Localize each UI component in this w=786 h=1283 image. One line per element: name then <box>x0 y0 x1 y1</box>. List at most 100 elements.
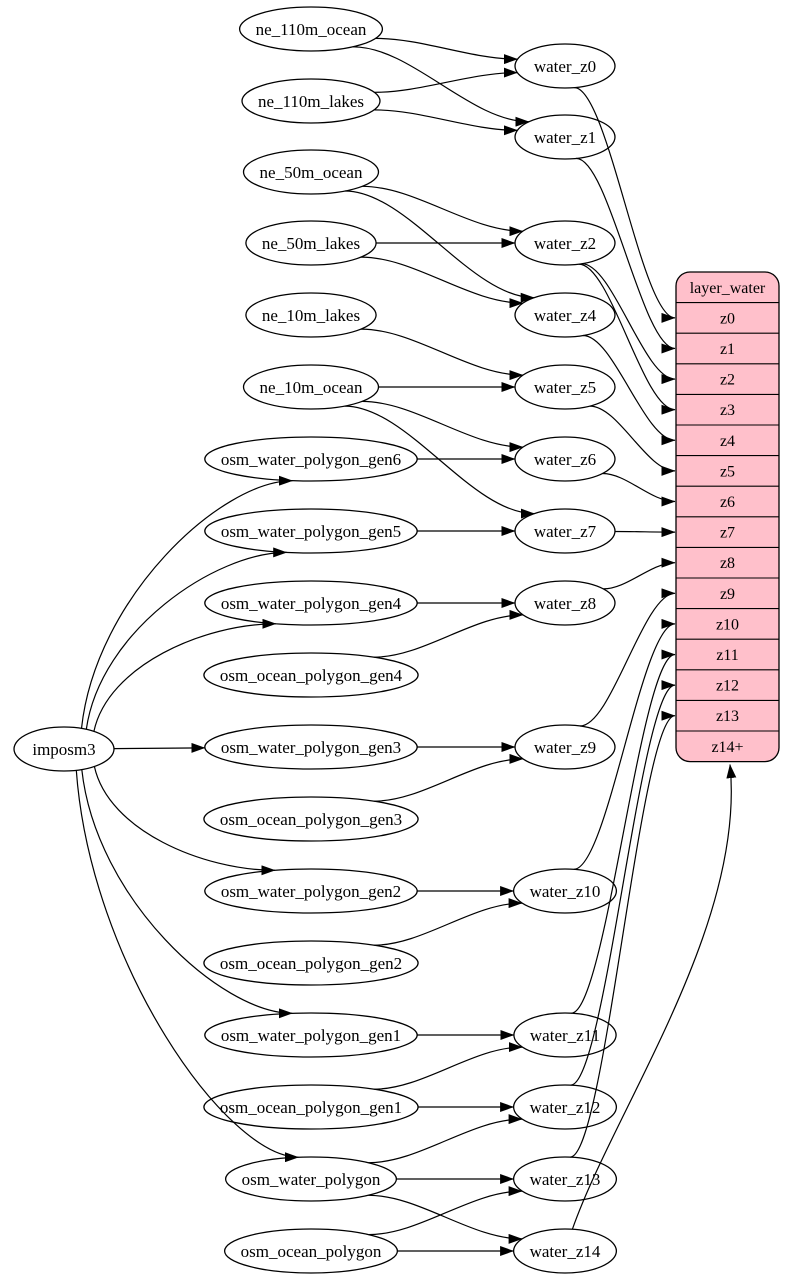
record-row-z9: z9 <box>720 586 735 603</box>
edge-water_z5-to-z5 <box>589 405 676 476</box>
node-osm_water_polygon_gen5: osm_water_polygon_gen5 <box>204 508 418 554</box>
source-table-node-label: osm_water_polygon_gen3 <box>221 738 401 757</box>
edge-water_z12-to-z12 <box>570 680 676 1086</box>
edge-imposm3-to-osm_water_polygon_gen5 <box>85 547 288 730</box>
water-zoom-node-label: water_z2 <box>534 234 596 253</box>
source-table-node-label: osm_water_polygon_gen5 <box>221 522 401 541</box>
edge-ne_110m_ocean-to-water_z1 <box>352 46 530 127</box>
node-water_z6: water_z6 <box>514 436 616 482</box>
node-water_z7: water_z7 <box>514 508 616 554</box>
record-row-z8: z8 <box>720 555 735 572</box>
record-row-z2: z2 <box>720 372 735 389</box>
source-table-node-label: osm_ocean_polygon <box>241 1242 382 1261</box>
water-zoom-node-label: water_z11 <box>530 1026 600 1045</box>
record-row-z4: z4 <box>720 433 735 450</box>
edge-water_z11-to-z11 <box>571 649 676 1014</box>
node-osm_water_polygon_gen2: osm_water_polygon_gen2 <box>204 868 418 914</box>
edge-water_z1-to-z1 <box>576 157 676 354</box>
edge-water_z10-to-z10 <box>573 618 676 870</box>
source-table-node-shape <box>203 796 419 842</box>
source-table-node-shape <box>203 940 419 986</box>
node-water_z13: water_z13 <box>512 1156 618 1202</box>
record-row-z7: z7 <box>720 525 735 542</box>
node-ne_110m_lakes: ne_110m_lakes <box>241 78 381 124</box>
node-osm_water_polygon_gen3: osm_water_polygon_gen3 <box>204 724 418 770</box>
node-ne_110m_ocean: ne_110m_ocean <box>238 6 384 52</box>
node-water_z14: water_z14 <box>512 1228 618 1274</box>
edge-imposm3-to-osm_water_polygon_gen3 <box>113 742 206 753</box>
node-osm_water_polygon_gen1: osm_water_polygon_gen1 <box>204 1012 418 1058</box>
edge-ne_10m_ocean-to-water_z6 <box>361 400 524 453</box>
edge-ne_110m_lakes-to-water_z1 <box>374 109 518 136</box>
water-zoom-node-label: water_z8 <box>534 594 596 613</box>
edge-osm_water_polygon-to-water_z12 <box>368 1114 523 1164</box>
edge-ne_110m_ocean-to-water_z0 <box>375 37 518 65</box>
water-zoom-node-label: water_z0 <box>534 57 596 76</box>
record-row-z14+: z14+ <box>711 739 743 756</box>
record-row-z1: z1 <box>720 341 735 358</box>
node-water_z0: water_z0 <box>514 43 616 89</box>
source-table-node-label: osm_water_polygon <box>242 1170 381 1189</box>
record-row-z12: z12 <box>716 678 739 695</box>
source-table-node-label: osm_ocean_polygon_gen3 <box>220 810 402 829</box>
source-table-node-label: ne_50m_lakes <box>262 234 360 253</box>
edge-osm_ocean_polygon_gen4-to-water_z8 <box>373 609 524 658</box>
water-zoom-node-label: water_z4 <box>534 306 597 325</box>
water-zoom-node-label: water_z6 <box>534 450 596 469</box>
source-table-node-shape <box>242 149 380 195</box>
node-osm_ocean_polygon_gen2: osm_ocean_polygon_gen2 <box>203 940 419 986</box>
node-water_z1: water_z1 <box>514 114 616 160</box>
edge-water_z14-to-z14+ <box>571 764 737 1230</box>
edge-water_z0-to-z0 <box>574 87 676 323</box>
edge-osm_ocean_polygon-to-water_z13 <box>368 1186 523 1236</box>
node-ne_50m_lakes: ne_50m_lakes <box>245 220 377 266</box>
record-row-z0: z0 <box>720 310 735 327</box>
edge-water_z6-to-z6 <box>602 472 676 507</box>
source-table-node-label: ne_10m_ocean <box>260 378 363 397</box>
source-table-node-label: ne_110m_lakes <box>258 92 364 111</box>
node-osm_ocean_polygon_gen3: osm_ocean_polygon_gen3 <box>203 796 419 842</box>
water-zoom-node-label: water_z10 <box>530 882 601 901</box>
node-water_z4: water_z4 <box>514 292 616 338</box>
record-title: layer_water <box>690 280 766 297</box>
edge-ne_50m_ocean-to-water_z2 <box>362 185 524 237</box>
node-layer: imposm3 ne_110m_ocean ne_110m_lakes ne_50m_… <box>13 6 780 1274</box>
water-zoom-node-label: water_z12 <box>530 1098 601 1117</box>
node-layer_water-record: layer_water z0 z1 z2 z3 z4 z5 z6 z7 z8 z9 z10 z11 z12… <box>675 271 780 763</box>
process-node-label: imposm3 <box>32 740 95 759</box>
edge-imposm3-to-osm_water_polygon_gen6 <box>80 475 293 729</box>
source-table-node-label: osm_water_polygon_gen4 <box>221 594 402 613</box>
edge-imposm3-to-osm_water_polygon <box>75 770 299 1163</box>
node-water_z12: water_z12 <box>512 1084 618 1130</box>
record-row-z13: z13 <box>716 708 739 725</box>
node-osm_ocean_polygon: osm_ocean_polygon <box>223 1228 399 1274</box>
node-osm_ocean_polygon_gen4: osm_ocean_polygon_gen4 <box>203 652 419 698</box>
source-table-node-shape <box>241 78 381 124</box>
node-ne_10m_ocean: ne_10m_ocean <box>242 364 380 410</box>
edge-ne_50m_lakes-to-water_z4 <box>360 256 524 309</box>
source-table-node-label: osm_ocean_polygon_gen2 <box>220 954 402 973</box>
water-zoom-node-label: water_z5 <box>534 378 596 397</box>
edge-osm_water_polygon-to-water_z14 <box>368 1194 523 1244</box>
source-table-node-label: ne_50m_ocean <box>260 163 363 182</box>
water-zoom-node-label: water_z14 <box>530 1242 601 1261</box>
edge-ne_10m_lakes-to-water_z5 <box>360 328 524 381</box>
node-ne_10m_lakes: ne_10m_lakes <box>245 292 377 338</box>
source-table-node-label: osm_ocean_polygon_gen4 <box>220 666 403 685</box>
water-zoom-node-label: water_z9 <box>534 738 596 757</box>
node-water_z11: water_z11 <box>513 1012 617 1058</box>
node-osm_ocean_polygon_gen1: osm_ocean_polygon_gen1 <box>203 1084 419 1130</box>
record-row-z3: z3 <box>720 402 735 419</box>
edge-water_z13-to-z13 <box>570 710 676 1158</box>
source-table-node-label: osm_water_polygon_gen1 <box>221 1026 401 1045</box>
water-zoom-node-label: water_z7 <box>534 522 597 541</box>
edge-osm_ocean_polygon_gen1-to-water_z11 <box>373 1042 523 1090</box>
edge-water_z7-to-z7 <box>614 527 676 538</box>
source-table-node-shape <box>245 292 377 338</box>
source-table-node-label: osm_ocean_polygon_gen1 <box>220 1098 402 1117</box>
source-table-node-shape <box>203 652 419 698</box>
water-zoom-node-shape <box>514 292 616 338</box>
edge-water_z2-to-z3 <box>578 263 676 415</box>
water-zoom-node-label: water_z1 <box>534 128 596 147</box>
